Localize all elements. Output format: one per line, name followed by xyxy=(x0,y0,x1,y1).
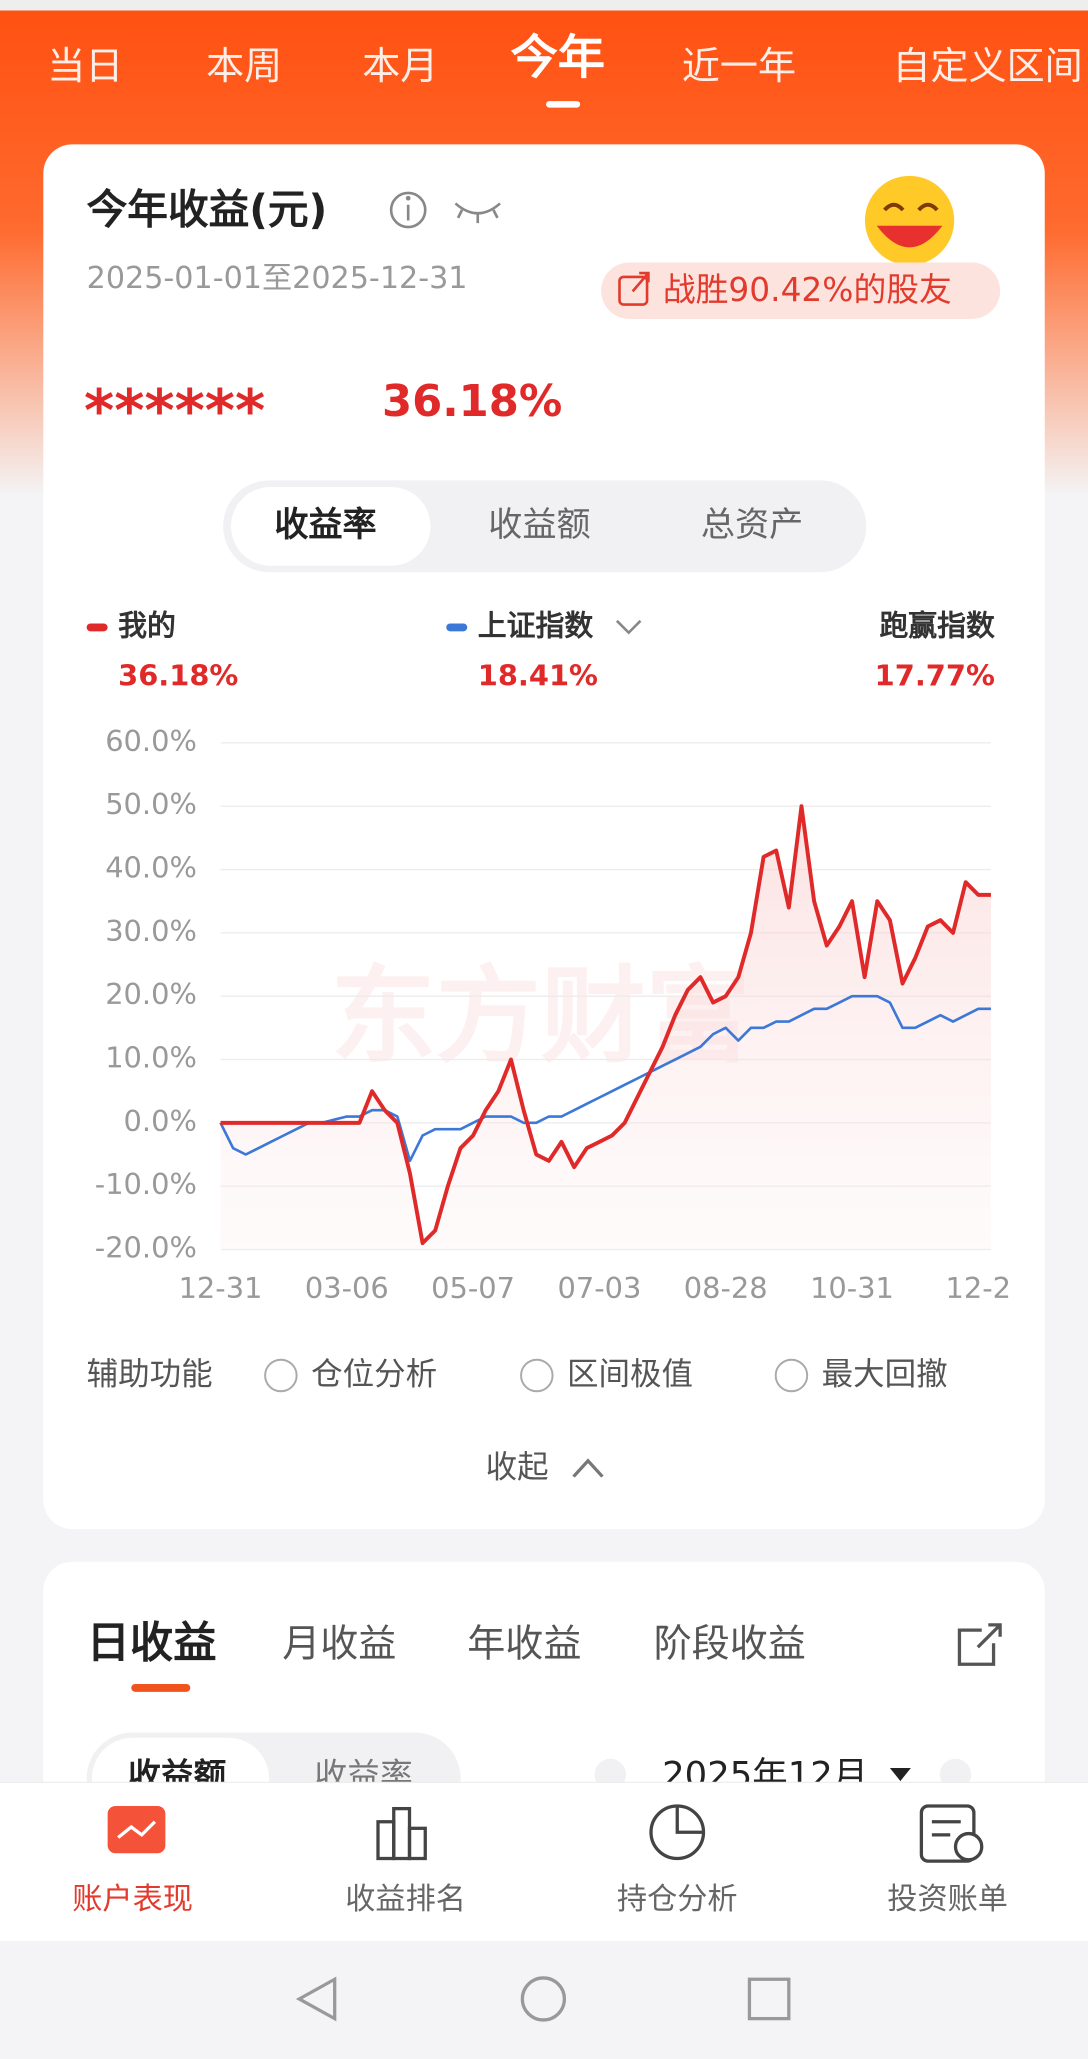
earnings-tab[interactable]: 月收益 xyxy=(282,1621,396,1665)
x-tick-label: 12-2 xyxy=(946,1271,1012,1305)
y-tick-label: 10.0% xyxy=(105,1041,197,1075)
nav-labels: 账户表现 收益排名 持仓分析 投资账单 xyxy=(72,1882,1008,1917)
legend-value: 36.18% xyxy=(118,658,238,692)
aux-option[interactable]: 最大回撤 xyxy=(822,1357,948,1393)
tab-indicator xyxy=(546,101,581,108)
y-tick-label: -10.0% xyxy=(95,1167,197,1201)
tab-indicator xyxy=(131,1683,191,1692)
segment[interactable]: 总资产 xyxy=(701,505,803,545)
system-nav xyxy=(0,1941,1088,2059)
y-tick-label: 0.0% xyxy=(124,1104,197,1138)
series-line xyxy=(220,804,991,1246)
nav-label[interactable]: 投资账单 xyxy=(887,1882,1008,1917)
month-dropdown[interactable] xyxy=(889,1767,911,1782)
emoji xyxy=(864,175,955,266)
area xyxy=(220,806,991,1250)
hidden-amount: ****** xyxy=(84,376,265,444)
y-tick-label: 30.0% xyxy=(105,914,197,948)
period-tab[interactable]: 本周 xyxy=(206,44,282,88)
series-line xyxy=(219,994,991,1163)
period-tab[interactable]: 近一年 xyxy=(682,44,796,88)
share-icon xyxy=(618,271,650,306)
legend-value: 18.41% xyxy=(478,658,598,692)
radio[interactable] xyxy=(264,1358,298,1393)
segment[interactable]: 收益率 xyxy=(274,505,376,545)
return-rate: 36.18% xyxy=(382,377,562,427)
legend-swatch xyxy=(86,623,108,632)
legend-label[interactable]: 上证指数 xyxy=(478,608,594,642)
card-title: 今年收益(元) xyxy=(87,186,328,234)
y-tick-label: 20.0% xyxy=(105,977,197,1011)
segment[interactable]: 收益额 xyxy=(488,505,590,545)
aux-option[interactable]: 仓位分析 xyxy=(311,1357,437,1393)
x-tick-label: 10-31 xyxy=(810,1271,894,1305)
nav-icon[interactable] xyxy=(107,1806,166,1854)
beat-value: 17.77% xyxy=(875,658,995,692)
x-tick-label: 05-07 xyxy=(431,1271,515,1305)
x-tick-label: 07-03 xyxy=(557,1271,641,1305)
info-icon[interactable] xyxy=(389,191,427,229)
collapse-chevron[interactable] xyxy=(572,1458,604,1478)
date-range: 2025-01-01至2025-12-31 xyxy=(87,261,468,296)
period-tab[interactable]: 本月 xyxy=(362,44,438,88)
beat-label: 跑赢指数 xyxy=(879,608,995,642)
period-tab[interactable]: 自定义区间 xyxy=(893,44,1083,88)
chart: -20.0% -10.0% 0.0% 10.0% 20.0% 30.0% 40.0% 50.0… xyxy=(95,724,1011,1305)
segment-selected xyxy=(231,486,431,566)
dropdown-chevron[interactable] xyxy=(615,619,642,635)
earnings-tab[interactable]: 阶段收益 xyxy=(654,1621,806,1665)
nav-icon[interactable] xyxy=(919,1804,984,1863)
badge-text: 战胜90.42%的股友 xyxy=(663,271,952,309)
x-tick-label: 08-28 xyxy=(684,1271,768,1305)
nav-label[interactable]: 收益排名 xyxy=(345,1882,466,1917)
nav-label[interactable]: 持仓分析 xyxy=(617,1882,738,1917)
period-tab[interactable]: 今年 xyxy=(511,30,606,85)
radio[interactable] xyxy=(520,1358,554,1393)
y-tick-label: 50.0% xyxy=(105,787,197,821)
x-tick-label: 12-31 xyxy=(179,1271,263,1305)
home-button[interactable] xyxy=(520,1976,567,2022)
nav-icon[interactable] xyxy=(376,1806,427,1861)
back-button[interactable] xyxy=(295,1976,337,2022)
legend-label: 我的 xyxy=(118,608,176,642)
recent-button[interactable] xyxy=(747,1977,791,2021)
bottom-nav xyxy=(0,1782,1088,1942)
earnings-tabs: 日收益 月收益 年收益 阶段收益 xyxy=(87,1618,806,1668)
status-strip xyxy=(0,0,1088,11)
period-tab[interactable]: 当日 xyxy=(47,44,123,88)
earnings-tab[interactable]: 年收益 xyxy=(467,1621,581,1665)
y-tick-label: 60.0% xyxy=(105,724,197,758)
x-tick-label: 03-06 xyxy=(305,1271,389,1305)
card xyxy=(43,144,1045,1530)
nav-label[interactable]: 账户表现 xyxy=(72,1882,193,1917)
nav-icon[interactable] xyxy=(649,1804,706,1861)
y-tick-label: -20.0% xyxy=(95,1231,197,1265)
badge[interactable] xyxy=(601,262,1001,319)
period-tabs: 当日 本周 本月 今年 近一年 自定义区间 xyxy=(47,30,1082,87)
legend-swatch xyxy=(446,623,468,632)
radio[interactable] xyxy=(774,1358,809,1393)
aux-option[interactable]: 区间极值 xyxy=(567,1357,693,1393)
collapse[interactable]: 收起 xyxy=(486,1450,549,1486)
aux-label: 辅助功能 xyxy=(87,1357,213,1393)
eye-icon[interactable] xyxy=(454,202,501,224)
export-icon[interactable] xyxy=(957,1623,1002,1666)
aux-options: 仓位分析 区间极值 最大回撤 xyxy=(264,1357,948,1393)
earnings-tab[interactable]: 日收益 xyxy=(87,1618,217,1668)
y-tick-label: 40.0% xyxy=(105,851,197,885)
